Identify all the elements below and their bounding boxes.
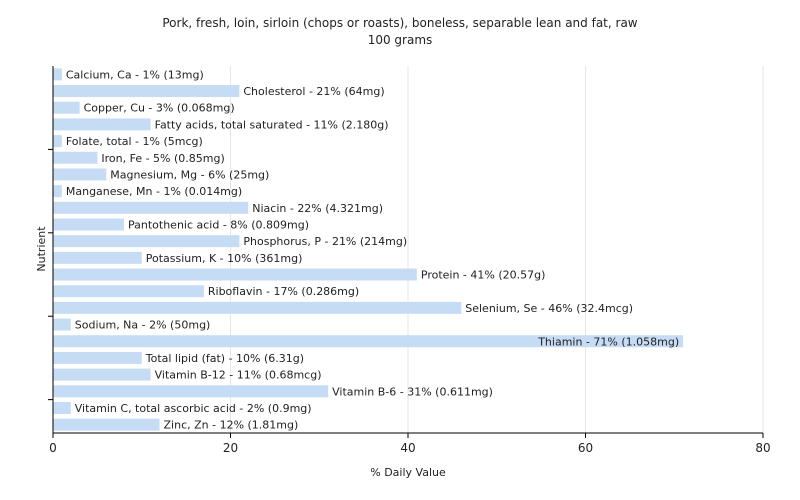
bar-label: Total lipid (fat) - 10% (6.31g) (145, 352, 304, 365)
chart-title: Pork, fresh, loin, sirloin (chops or roa… (162, 16, 637, 30)
bar-label: Iron, Fe - 5% (0.85mg) (101, 152, 224, 165)
bar-label: Selenium, Se - 46% (32.4mcg) (465, 302, 633, 315)
bar (53, 201, 249, 214)
bar-label: Manganese, Mn - 1% (0.014mg) (66, 185, 242, 198)
bar-label: Vitamin B-6 - 31% (0.611mg) (332, 385, 493, 398)
bar-label: Sodium, Na - 2% (50mg) (75, 319, 211, 332)
bar (53, 85, 240, 98)
bar-label: Folate, total - 1% (5mcg) (66, 135, 203, 148)
bar-label: Riboflavin - 17% (0.286mg) (208, 285, 359, 298)
bar (53, 251, 142, 264)
bar (53, 368, 151, 381)
bar (53, 218, 124, 231)
bar-labels: Calcium, Ca - 1% (13mg) Cholesterol - 21%… (66, 68, 679, 431)
bar (53, 101, 80, 114)
bar (53, 285, 204, 298)
bar (53, 151, 98, 164)
bar (53, 235, 240, 248)
bar-label: Potassium, K - 10% (361mg) (146, 252, 303, 265)
chart-subtitle: 100 grams (368, 33, 433, 47)
x-tick-label: 20 (223, 441, 238, 455)
bar-label: Thiamin - 71% (1.058mg) (537, 335, 679, 348)
y-axis-label: Nutrient (35, 226, 48, 272)
bar-label: Zinc, Zn - 12% (1.81mg) (164, 419, 299, 432)
bar-label: Vitamin B-12 - 11% (0.68mcg) (155, 369, 322, 382)
bar (53, 268, 417, 281)
bar-label: Fatty acids, total saturated - 11% (2.18… (155, 118, 389, 131)
x-tick-label: 40 (400, 441, 415, 455)
x-tick-label: 60 (578, 441, 593, 455)
bar (53, 185, 62, 198)
grid-lines (230, 66, 764, 433)
bar (53, 418, 160, 431)
bar (53, 135, 62, 148)
bar-label: Vitamin C, total ascorbic acid - 2% (0.9… (75, 402, 312, 415)
bar-label: Protein - 41% (20.57g) (421, 269, 546, 282)
bar-label: Calcium, Ca - 1% (13mg) (66, 68, 204, 81)
x-tick-label: 80 (755, 441, 770, 455)
bar (53, 68, 62, 81)
bar (53, 401, 71, 414)
bar (53, 385, 329, 398)
x-axis-label: % Daily Value (370, 466, 446, 479)
x-tick-label: 0 (49, 441, 57, 455)
bar (53, 351, 142, 364)
bar-label: Niacin - 22% (4.321mg) (252, 202, 383, 215)
bar (53, 168, 107, 181)
bar-label: Copper, Cu - 3% (0.068mg) (84, 102, 235, 115)
x-axis-ticks: 0 20 40 60 80 (49, 433, 771, 455)
bar-label: Phosphorus, P - 21% (214mg) (243, 235, 407, 248)
bar (53, 335, 684, 348)
bar-label: Magnesium, Mg - 6% (25mg) (110, 168, 269, 181)
bar (53, 118, 151, 131)
bar (53, 301, 462, 314)
bar-label: Pantothenic acid - 8% (0.809mg) (128, 218, 309, 231)
bar (53, 318, 71, 331)
bars (53, 68, 684, 431)
bar-label: Cholesterol - 21% (64mg) (243, 85, 384, 98)
y-axis-ticks (48, 148, 53, 401)
